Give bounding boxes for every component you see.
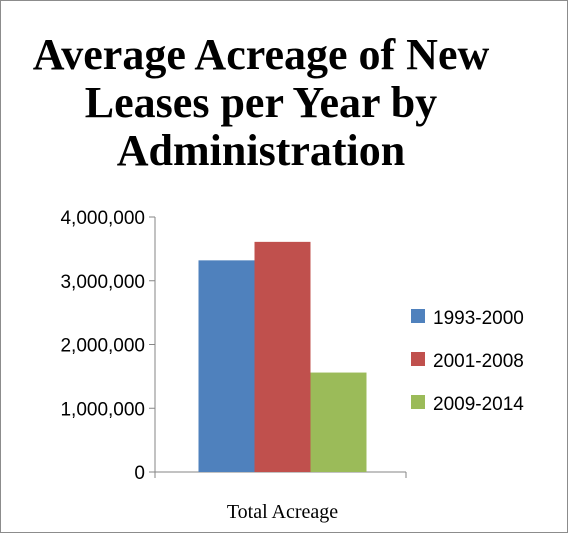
- y-tick-label: 1,000,000: [60, 399, 145, 420]
- legend-label: 2001-2008: [433, 351, 524, 372]
- chart-bars: [198, 241, 367, 472]
- bar-2009-2014: [310, 372, 367, 472]
- legend-swatch: [411, 309, 425, 323]
- chart-title: Average Acreage of New Leases per Year b…: [32, 30, 490, 175]
- y-tick-label: 3,000,000: [60, 272, 145, 293]
- bar-2001-2008: [254, 241, 311, 472]
- legend-label: 2009-2014: [433, 394, 524, 415]
- chart-axes: 0 1,000,000 2,000,000 3,000,000 4,000,000 Tot…: [60, 208, 407, 523]
- y-tick-label: 4,000,000: [60, 208, 145, 229]
- legend-swatch: [411, 395, 425, 409]
- y-tick-label: 2,000,000: [60, 336, 145, 357]
- y-tick-label: 0: [134, 463, 145, 484]
- x-category-label: Total Acreage: [227, 501, 338, 523]
- bar-1993-2000: [198, 260, 255, 472]
- legend-label: 1993-2000: [433, 308, 524, 329]
- legend-swatch: [411, 352, 425, 366]
- chart-legend: 1993-2000 2001-2008 2009-2014: [411, 308, 524, 415]
